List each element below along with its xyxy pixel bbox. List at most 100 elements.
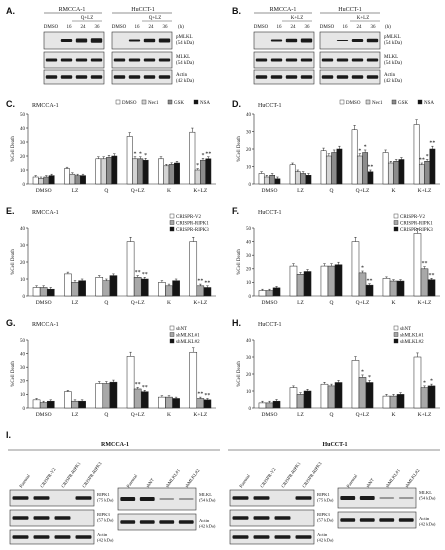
x-tick-label: LZ xyxy=(72,188,79,194)
bar xyxy=(196,285,205,297)
protein-band xyxy=(45,58,58,62)
bar xyxy=(165,396,173,409)
protein-band xyxy=(75,535,92,539)
bar xyxy=(203,287,212,297)
x-tick-label: DMSO xyxy=(36,188,52,194)
bar xyxy=(427,279,436,297)
panel-e-cell: RMCCA-1 xyxy=(32,210,59,216)
protein-band xyxy=(33,516,50,520)
y-tick-label: 40 xyxy=(20,352,26,357)
protein-band xyxy=(270,58,283,62)
legend-label: CRISPR-RIPK1 xyxy=(400,221,433,226)
significance-mark: * xyxy=(368,375,371,381)
bar xyxy=(303,271,312,297)
bar xyxy=(413,356,422,409)
lane-label: CRISPR-V2 xyxy=(39,466,57,488)
protein-band xyxy=(54,535,71,539)
legend-swatch xyxy=(393,332,399,337)
mlkl-membrane xyxy=(337,487,417,509)
protein-band xyxy=(255,58,268,62)
legend-label: shNT xyxy=(400,327,411,332)
panel-b-letter: B. xyxy=(232,6,241,16)
protein-band xyxy=(340,518,356,522)
bar xyxy=(102,383,111,409)
bar xyxy=(418,164,425,185)
significance-mark: * xyxy=(144,153,147,159)
protein-band xyxy=(54,516,71,520)
lane-label: CRISPR-RIPK1 xyxy=(60,460,82,488)
lane-label: 24 xyxy=(149,25,155,30)
protein-band xyxy=(300,75,313,79)
protein-band xyxy=(178,520,194,524)
lane-label: 36 xyxy=(371,25,377,30)
bar xyxy=(203,399,212,409)
significance-mark: ** xyxy=(367,278,373,284)
bar xyxy=(367,171,374,185)
significance-mark: ** xyxy=(429,141,435,147)
legend-label: shMLKL#2 xyxy=(400,340,424,345)
bar xyxy=(194,169,201,185)
blot-label: RIPK1 xyxy=(97,492,110,497)
bar xyxy=(32,176,39,185)
protein-band xyxy=(366,75,379,79)
bar xyxy=(189,131,196,185)
protein-band xyxy=(120,520,136,524)
y-tick-label: 30 xyxy=(20,244,26,249)
x-tick-label: K+LZ xyxy=(418,188,432,194)
y-axis-label: %Cell Death xyxy=(237,249,242,275)
y-tick-label: 40 xyxy=(246,339,252,344)
bar xyxy=(294,171,301,185)
bar xyxy=(64,168,70,185)
protein-band xyxy=(379,497,395,499)
y-tick-label: 0 xyxy=(249,407,252,412)
y-tick-label: 50 xyxy=(20,339,26,344)
blot-left-membrane xyxy=(253,51,315,69)
x-tick-label: Q xyxy=(104,188,108,194)
blot-right-membrane xyxy=(111,69,173,85)
protein-band xyxy=(178,498,194,500)
bar xyxy=(389,280,398,297)
bar xyxy=(263,176,270,185)
blot-left-membrane xyxy=(43,69,105,85)
x-tick-label: Q+LZ xyxy=(356,188,370,194)
bar xyxy=(396,280,405,297)
protein-band xyxy=(90,58,103,62)
significance-mark: * xyxy=(361,369,364,375)
significance-mark: * xyxy=(201,153,204,159)
bar xyxy=(320,265,329,297)
blot-label: Actin xyxy=(199,518,210,523)
protein-band xyxy=(270,75,283,79)
significance-mark: ** xyxy=(197,392,203,398)
legend-label: Nec1 xyxy=(372,101,383,106)
blot-left-membrane xyxy=(43,31,105,50)
bar xyxy=(80,175,86,185)
lane-label: CRISPR-RIPK1 xyxy=(280,460,302,488)
bar xyxy=(48,175,55,185)
significance-mark: ** xyxy=(142,385,148,391)
protein-band xyxy=(340,496,356,500)
bar xyxy=(32,287,41,297)
bar xyxy=(126,136,133,185)
blot-label: (75 kDa) xyxy=(317,498,334,503)
blot-label: (42 kDa) xyxy=(199,524,216,529)
bar xyxy=(305,175,312,185)
protein-band xyxy=(253,516,270,520)
bar xyxy=(46,288,55,297)
x-tick-label: K+LZ xyxy=(418,300,432,306)
bar xyxy=(133,277,142,297)
bar xyxy=(358,377,367,409)
x-tick-label: DMSO xyxy=(262,412,278,418)
bar xyxy=(327,265,336,297)
panel-a-lanes: DMSO 16 24 36 DMSO 16 24 36 (h) xyxy=(44,25,184,30)
y-tick-label: 30 xyxy=(246,254,252,259)
x-tick-label: LZ xyxy=(72,412,79,418)
blot-right-membrane xyxy=(111,51,173,69)
blot-label: MLKL xyxy=(419,490,432,495)
bar xyxy=(351,360,360,409)
bar xyxy=(303,390,312,409)
legend-swatch xyxy=(393,338,399,344)
significance-mark: ** xyxy=(419,158,425,164)
ripk1-membrane xyxy=(229,489,315,507)
blot-label: (54 kDa) xyxy=(199,498,216,503)
time-unit: (h) xyxy=(385,25,391,30)
